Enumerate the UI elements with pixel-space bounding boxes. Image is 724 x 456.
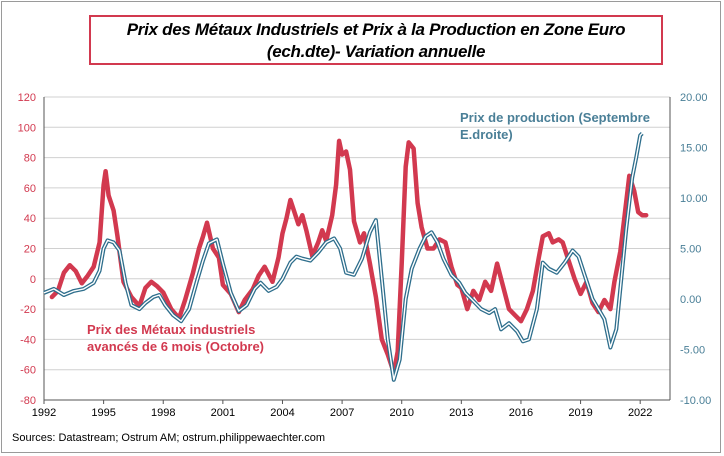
x-tick-label: 1995 bbox=[91, 407, 115, 419]
production-series-label-line-1: Prix de production (Septembre bbox=[460, 110, 650, 125]
y-left-tick-label: 20 bbox=[24, 244, 36, 256]
y-right-tick-label: 5.00 bbox=[680, 244, 701, 256]
y-right-tick-label: 15.00 bbox=[680, 143, 708, 155]
y-left-tick-label: -60 bbox=[20, 365, 36, 377]
series-labels: Prix de production (Septembre E.droite) … bbox=[87, 110, 650, 354]
metals-series-label-line-1: Prix des Métaux industriels bbox=[87, 322, 255, 337]
y-left-tick-label: 0 bbox=[30, 274, 36, 286]
x-tick-label: 1992 bbox=[32, 407, 56, 419]
production-series-line-inner bbox=[43, 132, 643, 381]
x-tick-label: 2016 bbox=[509, 407, 533, 419]
axes: -80 -60 -40 -20 0 20 40 60 80 100 120 -10.00 -5.00 0.… bbox=[18, 92, 712, 419]
y-left-tick-label: 120 bbox=[18, 92, 36, 104]
y-right-tick-label: -10.00 bbox=[680, 395, 711, 407]
x-tick-label: 2004 bbox=[270, 407, 294, 419]
y-left-tick-label: -40 bbox=[20, 334, 36, 346]
y-left-tick-label: 100 bbox=[18, 122, 36, 134]
y-left-tick-label: -20 bbox=[20, 304, 36, 316]
y-right-tick-label: 0.00 bbox=[680, 294, 701, 306]
metals-series-line bbox=[49, 138, 649, 375]
x-tick-label: 1998 bbox=[151, 407, 175, 419]
y-right-tick-label: 20.00 bbox=[680, 92, 708, 104]
chart-title-line-1: Prix des Métaux Industriels et Prix à la… bbox=[126, 20, 626, 39]
y-right-tick-label: 10.00 bbox=[680, 193, 708, 205]
chart-title-box: Prix des Métaux Industriels et Prix à la… bbox=[89, 15, 663, 65]
x-tick-label: 2007 bbox=[330, 407, 354, 419]
metals-series-label-line-2: avancés de 6 mois (Octobre) bbox=[87, 339, 264, 354]
x-tick-label: 2022 bbox=[628, 407, 652, 419]
y-right-tick-label: -5.00 bbox=[680, 345, 705, 357]
y-left-tick-label: 60 bbox=[24, 183, 36, 195]
x-tick-label: 2001 bbox=[211, 407, 235, 419]
x-tick-label: 2013 bbox=[449, 407, 473, 419]
y-left-tick-label: -80 bbox=[20, 395, 36, 407]
y-left-tick-label: 40 bbox=[24, 213, 36, 225]
production-series-label-line-2: E.droite) bbox=[460, 127, 513, 142]
source-note: Sources: Datastream; Ostrum AM; ostrum.p… bbox=[12, 432, 326, 444]
x-tick-label: 2010 bbox=[389, 407, 413, 419]
series-lines bbox=[43, 131, 649, 382]
x-tick-label: 2019 bbox=[568, 407, 592, 419]
grid-lines bbox=[44, 96, 670, 371]
y-left-tick-label: 80 bbox=[24, 153, 36, 165]
chart-title-line-2: (ech.dte)- Variation annuelle bbox=[266, 42, 486, 61]
